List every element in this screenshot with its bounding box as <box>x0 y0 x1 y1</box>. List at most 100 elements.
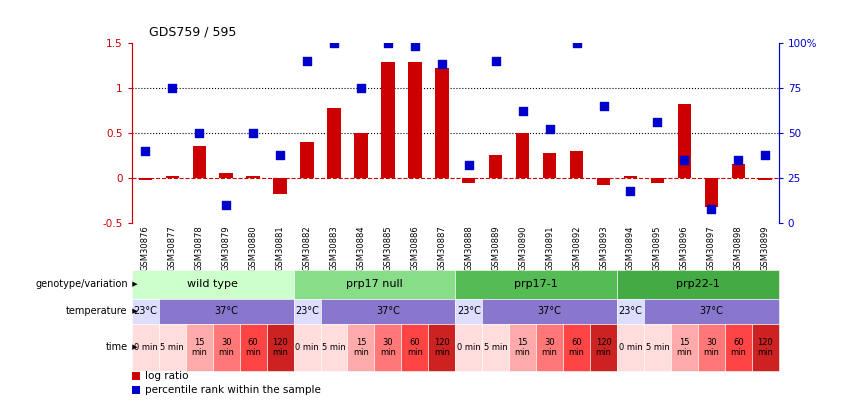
Text: GSM30885: GSM30885 <box>384 226 392 271</box>
Text: GSM30881: GSM30881 <box>276 226 284 271</box>
Bar <box>321 324 347 371</box>
Bar <box>132 270 294 299</box>
Bar <box>509 324 536 371</box>
Point <box>165 85 179 91</box>
Point <box>597 102 610 109</box>
Text: GSM30883: GSM30883 <box>329 226 339 271</box>
Bar <box>483 299 617 324</box>
Text: GSM30890: GSM30890 <box>518 226 527 271</box>
Point <box>354 85 368 91</box>
Bar <box>294 299 321 324</box>
Text: ▶: ▶ <box>130 281 138 287</box>
Bar <box>435 68 448 178</box>
Text: prp17-1: prp17-1 <box>514 279 558 289</box>
Bar <box>213 324 240 371</box>
Bar <box>220 173 233 178</box>
Text: 30
min: 30 min <box>219 338 234 357</box>
Text: 0 min: 0 min <box>457 343 481 352</box>
Text: GSM30895: GSM30895 <box>653 226 662 271</box>
Bar <box>617 270 779 299</box>
Bar <box>671 324 698 371</box>
Bar <box>139 178 152 180</box>
Text: 120
min: 120 min <box>596 338 611 357</box>
Bar <box>166 176 179 178</box>
Bar <box>455 324 483 371</box>
Bar <box>294 324 321 371</box>
Bar <box>381 62 395 178</box>
Bar <box>698 324 725 371</box>
Text: GDS759 / 595: GDS759 / 595 <box>149 26 237 38</box>
Text: genotype/variation: genotype/variation <box>35 279 128 289</box>
Bar <box>705 178 718 207</box>
Bar <box>590 324 617 371</box>
Point <box>139 148 152 154</box>
Text: 23°C: 23°C <box>619 307 643 316</box>
Text: 60
min: 60 min <box>730 338 746 357</box>
Bar <box>186 324 213 371</box>
Point <box>543 126 557 132</box>
Point <box>273 151 287 158</box>
Bar <box>328 108 340 178</box>
Text: 5 min: 5 min <box>323 343 346 352</box>
Bar <box>247 176 260 178</box>
Text: GSM30882: GSM30882 <box>303 226 311 271</box>
Bar <box>159 324 186 371</box>
Text: 15
min: 15 min <box>515 338 530 357</box>
Text: 30
min: 30 min <box>542 338 557 357</box>
Point <box>570 39 584 46</box>
Point <box>381 39 395 46</box>
Text: 37°C: 37°C <box>538 307 562 316</box>
Text: GSM30898: GSM30898 <box>734 226 743 271</box>
Text: time: time <box>106 342 128 352</box>
Bar <box>516 133 529 178</box>
Point <box>732 157 745 163</box>
Bar <box>408 62 421 178</box>
Point <box>516 108 529 114</box>
Bar <box>132 324 159 371</box>
Bar <box>489 156 502 178</box>
Point <box>435 61 448 68</box>
Point <box>677 157 691 163</box>
Bar <box>597 178 610 185</box>
Bar <box>483 324 509 371</box>
Bar <box>132 299 159 324</box>
Point <box>327 39 340 46</box>
Bar <box>266 324 294 371</box>
Text: 5 min: 5 min <box>646 343 669 352</box>
Bar <box>617 324 644 371</box>
Bar <box>347 324 374 371</box>
Text: GSM30889: GSM30889 <box>491 226 500 271</box>
Text: GSM30888: GSM30888 <box>465 226 473 271</box>
Text: 120
min: 120 min <box>272 338 288 357</box>
Text: GSM30897: GSM30897 <box>707 226 716 271</box>
Bar <box>240 324 266 371</box>
Text: temperature: temperature <box>66 307 128 316</box>
Text: GSM30893: GSM30893 <box>599 226 608 271</box>
Text: GSM30879: GSM30879 <box>222 226 231 271</box>
Text: ▶: ▶ <box>130 344 138 350</box>
Text: wild type: wild type <box>187 279 238 289</box>
Bar <box>354 133 368 178</box>
Bar <box>644 299 779 324</box>
Text: 30
min: 30 min <box>380 338 396 357</box>
Text: GSM30892: GSM30892 <box>572 226 581 271</box>
Text: GSM30877: GSM30877 <box>168 226 177 271</box>
Bar <box>159 299 294 324</box>
Text: GSM30894: GSM30894 <box>626 226 635 271</box>
Bar <box>455 270 617 299</box>
Bar <box>300 142 314 178</box>
Text: GSM30876: GSM30876 <box>141 226 150 271</box>
Bar <box>192 146 206 178</box>
Text: GSM30891: GSM30891 <box>545 226 554 271</box>
Text: 120
min: 120 min <box>434 338 449 357</box>
Text: 60
min: 60 min <box>245 338 261 357</box>
Text: 60
min: 60 min <box>568 338 585 357</box>
Text: 15
min: 15 min <box>191 338 207 357</box>
Text: prp22-1: prp22-1 <box>676 279 720 289</box>
Bar <box>651 178 664 183</box>
Text: GSM30880: GSM30880 <box>248 226 258 271</box>
Text: 0 min: 0 min <box>619 343 643 352</box>
Text: 37°C: 37°C <box>376 307 400 316</box>
Text: 23°C: 23°C <box>295 307 319 316</box>
Point <box>300 58 314 64</box>
